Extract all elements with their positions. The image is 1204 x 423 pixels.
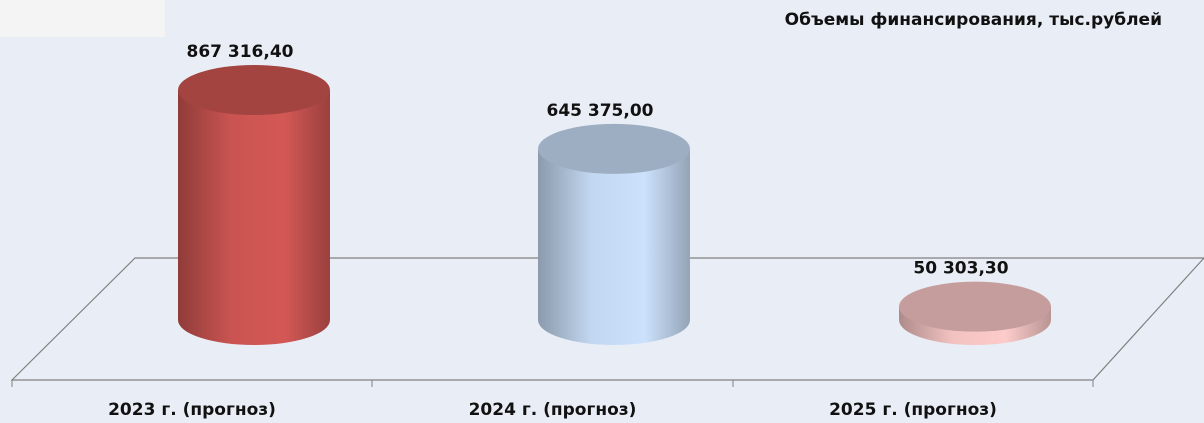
- data-label: 867 316,40: [186, 42, 293, 62]
- data-label: 645 375,00: [546, 101, 653, 121]
- x-tick-label: 2025 г. (прогноз): [829, 400, 997, 420]
- cylinder-top: [538, 123, 690, 174]
- cylinder-top: [178, 65, 330, 115]
- x-tick-label: 2023 г. (прогноз): [108, 400, 276, 420]
- corner-box: [0, 0, 165, 37]
- x-tick-label: 2024 г. (прогноз): [469, 400, 637, 420]
- data-label: 50 303,30: [913, 259, 1008, 279]
- chart-title: Объемы финансирования, тыс.рублей: [785, 10, 1162, 30]
- cylinder-top: [899, 281, 1051, 332]
- bar: [538, 148, 690, 320]
- bar: [178, 90, 330, 320]
